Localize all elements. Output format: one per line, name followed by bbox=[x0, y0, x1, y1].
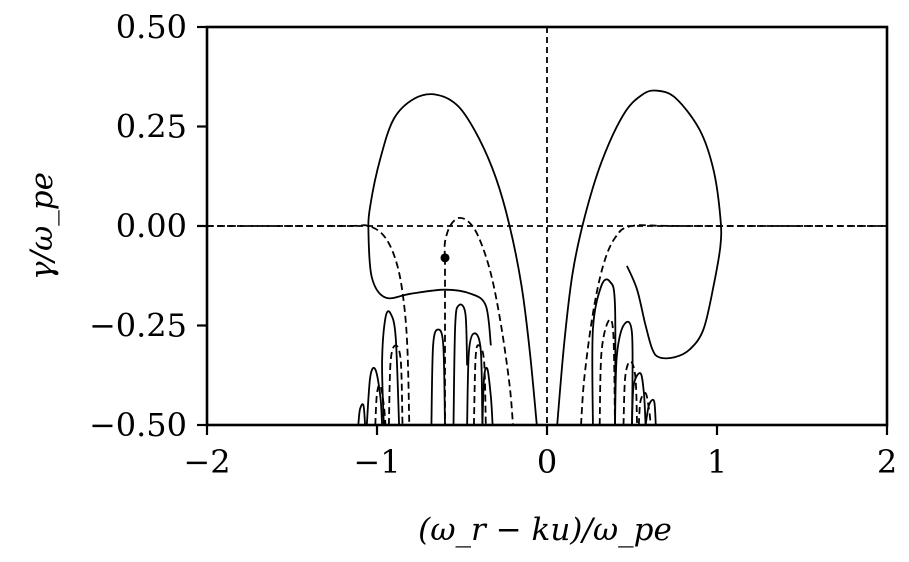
y-tick-label: 0.00 bbox=[116, 207, 187, 245]
x-tick-label: −2 bbox=[183, 443, 230, 481]
solid-contour-12 bbox=[430, 328, 446, 425]
x-tick-label: 2 bbox=[877, 443, 897, 481]
dashed-contour-3 bbox=[580, 224, 887, 425]
dashed-contour-9 bbox=[637, 392, 652, 425]
tick-labels: −2 −1 0 1 2 −0.50 −0.25 0.00 0.25 0.50 bbox=[89, 8, 897, 481]
dashed-contour-6 bbox=[473, 344, 487, 425]
dashed-contour-8 bbox=[622, 360, 638, 425]
solid-contour-6 bbox=[452, 303, 468, 425]
y-tick-label: 0.50 bbox=[116, 8, 187, 46]
marked-point bbox=[440, 253, 450, 263]
solid-contour-1 bbox=[556, 89, 723, 425]
solid-contour-11 bbox=[644, 398, 657, 425]
solid-contour-10 bbox=[631, 372, 647, 425]
solid-contour-8 bbox=[591, 278, 617, 425]
y-tick-label: −0.50 bbox=[89, 406, 187, 444]
solid-contour-0 bbox=[367, 93, 538, 425]
y-tick-label: −0.25 bbox=[89, 307, 187, 345]
axis-ticks bbox=[197, 25, 889, 435]
dashed-contour-4 bbox=[388, 344, 404, 425]
solid-contour-7 bbox=[481, 366, 494, 425]
solid-contour-2 bbox=[381, 310, 400, 425]
x-tick-label: −1 bbox=[353, 443, 400, 481]
x-axis-label: (ω_r − ku)/ω_pe bbox=[418, 512, 672, 548]
y-axis-label: γ/ω_pe bbox=[24, 172, 60, 280]
x-tick-label: 1 bbox=[707, 443, 727, 481]
dashed-contour-7 bbox=[598, 318, 616, 425]
plot-area bbox=[207, 27, 887, 425]
dashed-contour-1 bbox=[443, 216, 514, 425]
solid-contour-3 bbox=[365, 366, 383, 425]
dashed-contour-5 bbox=[374, 383, 387, 425]
dashed-contour-0 bbox=[207, 224, 411, 425]
y-tick-label: 0.25 bbox=[116, 108, 187, 146]
solid-contour-4 bbox=[357, 403, 366, 425]
x-tick-label: 0 bbox=[537, 443, 557, 481]
solid-contour-5 bbox=[466, 332, 484, 425]
